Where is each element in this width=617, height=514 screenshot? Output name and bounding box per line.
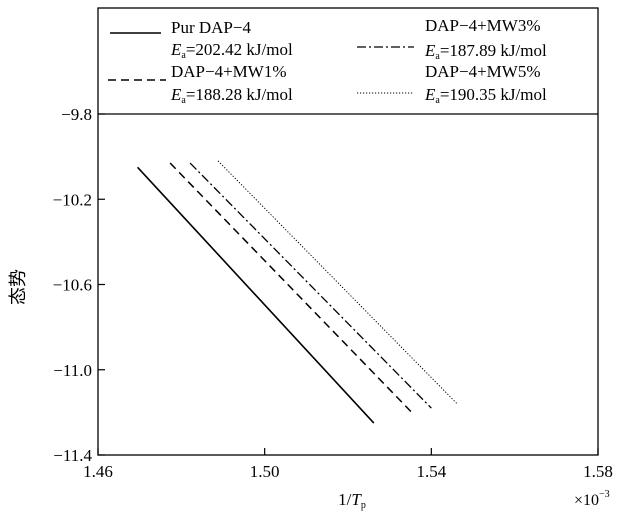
legend-label-mw1: DAP−4+MW1% bbox=[171, 62, 287, 81]
y-tick-label: −10.6 bbox=[53, 276, 92, 295]
legend-ea-pur: Ea=202.42 kJ/mol bbox=[170, 40, 293, 61]
y-axis-label: 态势 bbox=[8, 269, 28, 305]
legend-label-mw5: DAP−4+MW5% bbox=[425, 62, 541, 81]
x-tick-label: 1.54 bbox=[416, 462, 446, 481]
legend-label-mw3: DAP−4+MW3% bbox=[425, 16, 541, 35]
x-tick-label: 1.46 bbox=[83, 462, 113, 481]
series-group bbox=[136, 160, 458, 424]
x-axis-label: 1/Tp bbox=[338, 490, 366, 511]
series-line-4 bbox=[217, 160, 458, 405]
y-tick-label: −11.0 bbox=[53, 361, 92, 380]
plot-frame bbox=[97, 7, 599, 456]
legend-ea-mw1: Ea=188.28 kJ/mol bbox=[170, 85, 293, 106]
y-tick-label: −11.4 bbox=[53, 446, 92, 465]
series-line-3 bbox=[189, 162, 432, 409]
series-line-2 bbox=[169, 162, 413, 413]
axis-ticks: 1.46 1.50 1.54 1.58 −9.8 −10.2 −10.6 −11.0 −11.4 bbox=[53, 105, 613, 481]
x-tick-label: 1.58 bbox=[583, 462, 613, 481]
x-tick-label: 1.50 bbox=[250, 462, 280, 481]
legend-ea-mw3: Ea=187.89 kJ/mol bbox=[424, 41, 547, 62]
legend-ea-mw5: Ea=190.35 kJ/mol bbox=[424, 85, 547, 106]
legend: Pur DAP−4 Ea=202.42 kJ/mol DAP−4+MW1% Ea… bbox=[108, 16, 547, 106]
y-tick-label: −9.8 bbox=[61, 105, 92, 124]
y-tick-label: −10.2 bbox=[53, 190, 92, 209]
series-line-1 bbox=[136, 166, 375, 424]
legend-label-pur: Pur DAP−4 bbox=[171, 18, 251, 37]
x-axis-multiplier: ×10−3 bbox=[574, 489, 610, 509]
